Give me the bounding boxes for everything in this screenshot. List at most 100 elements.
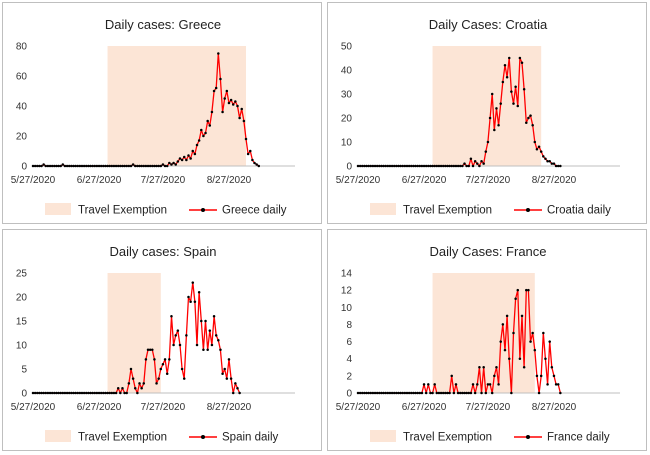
data-point — [142, 382, 146, 385]
data-point — [168, 161, 171, 165]
data-point — [433, 164, 436, 168]
data-point — [375, 164, 379, 168]
data-point — [556, 164, 560, 168]
data-point — [80, 164, 84, 168]
data-point — [231, 391, 235, 395]
data-point — [356, 164, 360, 168]
data-point — [448, 164, 451, 168]
x-tick-label: 7/27/2020 — [141, 175, 186, 186]
data-point — [46, 391, 50, 395]
data-point — [89, 391, 92, 395]
data-point — [202, 134, 205, 138]
data-point — [112, 164, 116, 168]
data-point — [382, 164, 385, 168]
data-point — [193, 300, 197, 304]
x-tick-label: 8/27/2020 — [207, 175, 252, 186]
data-point — [155, 164, 158, 168]
data-point — [373, 391, 377, 395]
data-point — [405, 164, 409, 168]
data-point — [102, 164, 105, 168]
data-point — [257, 164, 261, 168]
data-point — [78, 391, 82, 395]
data-point — [365, 164, 368, 168]
data-point — [520, 314, 524, 318]
data-point — [412, 391, 415, 395]
data-point — [531, 123, 534, 127]
data-point — [91, 164, 94, 168]
data-point — [176, 329, 180, 332]
data-point — [114, 391, 118, 395]
data-point — [210, 110, 214, 114]
data-point — [217, 338, 220, 342]
data-point — [110, 164, 114, 168]
data-point — [505, 75, 509, 79]
data-point — [431, 164, 434, 168]
chart-panel-france: Daily Cases: France 0 2 4 6 8 10 12 14 5/27/2020 6… — [327, 229, 647, 451]
data-point — [212, 89, 216, 93]
data-point — [531, 331, 534, 335]
data-point — [471, 383, 475, 386]
y-tick-label: 0 — [21, 162, 27, 173]
data-point — [234, 382, 237, 385]
data-point — [427, 383, 430, 386]
chart-panel-greece: Daily cases: Greece 0 20 40 60 80 5/27/2020 6/2… — [2, 2, 322, 224]
data-point — [486, 140, 490, 144]
data-point — [458, 164, 462, 168]
data-point — [380, 391, 383, 395]
data-point — [99, 391, 103, 395]
data-point — [535, 147, 539, 151]
data-point — [193, 152, 197, 156]
data-point — [363, 391, 366, 395]
data-point — [497, 123, 500, 127]
data-point — [371, 391, 375, 395]
data-point — [59, 391, 62, 395]
data-point — [546, 383, 549, 386]
data-point — [116, 164, 120, 168]
chart-title: Daily Cases: Croatia — [429, 17, 548, 32]
data-point — [236, 104, 239, 108]
data-point — [412, 164, 415, 168]
data-point — [463, 391, 466, 395]
data-point — [85, 391, 88, 395]
data-point — [373, 164, 377, 168]
data-point — [133, 164, 137, 168]
data-point — [437, 391, 441, 395]
legend-marker-daily — [201, 208, 205, 212]
data-point — [439, 391, 443, 395]
legend-label-travel-exemption: Travel Exemption — [78, 205, 167, 217]
data-point — [191, 149, 195, 153]
data-point — [31, 391, 35, 395]
data-point — [493, 374, 496, 378]
data-point — [146, 348, 150, 352]
y-tick-label: 20 — [341, 114, 353, 125]
y-tick-label: 6 — [346, 337, 352, 348]
data-point — [416, 164, 419, 168]
data-point — [512, 102, 515, 105]
legend-label-travel-exemption: Travel Exemption — [78, 432, 167, 444]
data-point — [221, 372, 224, 376]
data-point — [210, 343, 214, 347]
data-point — [180, 158, 184, 162]
data-point — [410, 391, 413, 395]
data-point — [182, 155, 186, 159]
data-point — [249, 149, 252, 153]
data-point — [165, 164, 169, 168]
data-point — [129, 164, 133, 168]
legend-marker-daily — [201, 435, 205, 439]
data-point — [182, 377, 186, 380]
data-point — [148, 164, 152, 168]
data-point — [429, 391, 432, 395]
data-point — [212, 314, 216, 318]
y-tick-label: 0 — [346, 389, 352, 400]
data-point — [185, 334, 188, 337]
data-point — [208, 329, 212, 332]
data-point — [422, 383, 426, 386]
chart-svg: Daily Cases: Croatia 0 10 20 30 40 50 5/27/2020… — [336, 17, 620, 217]
data-point — [116, 386, 120, 390]
data-point — [369, 164, 373, 168]
data-point — [461, 391, 464, 395]
data-point — [407, 391, 411, 395]
data-point — [378, 391, 381, 395]
data-point — [452, 391, 456, 395]
data-point — [251, 158, 254, 162]
